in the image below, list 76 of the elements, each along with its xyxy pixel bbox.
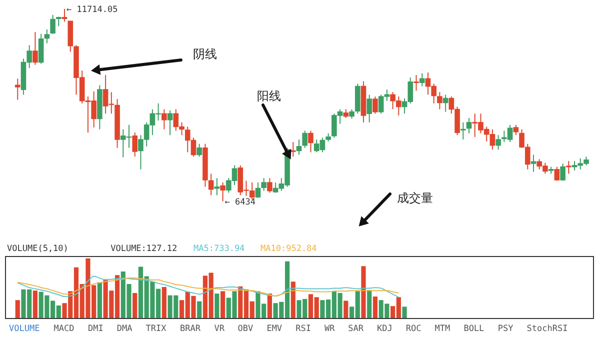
candlestick [466,117,472,134]
text: OBV [238,324,254,334]
bar [15,300,20,318]
candlestick [349,108,354,120]
candlestick [56,16,62,27]
text: DMI [88,324,104,334]
candlestick [32,32,38,66]
bar [97,282,102,318]
text: BRAR [180,324,202,334]
candlestick [372,96,378,114]
candlestick [442,94,448,112]
candlestick [62,8,68,22]
bar [197,301,202,318]
candlestick [414,74,419,92]
text: TRIX [146,324,168,334]
candlestick [419,72,425,87]
text: ROC [406,324,422,334]
bar [367,290,372,318]
candlestick [255,182,261,198]
bar [402,306,407,318]
bar [214,294,220,318]
text: VOLUME [9,324,40,334]
candlestick [267,178,272,194]
candlestick [302,130,308,148]
bar [220,291,226,318]
candlestick [530,154,536,172]
annotation: 阳线 [257,89,281,103]
bar [372,296,378,318]
text: DMA [116,324,132,334]
bar [32,290,38,318]
candlestick [38,33,44,64]
text: StochRSI [526,324,568,334]
chart-title: VOLUME(5,10) [7,244,68,254]
bar [361,266,366,318]
candlestick [261,178,266,192]
bar [267,294,272,318]
candlestick [566,160,572,174]
annotation: 阴线 [193,47,217,61]
candlestick [196,143,202,158]
text: BOLL [464,324,484,334]
candlestick [132,132,138,158]
text: MA5:733.94 [194,244,245,254]
candlestick [554,166,560,182]
candlestick [366,94,372,123]
text: RSI [296,324,311,334]
candlestick [167,110,173,136]
candlestick [437,92,442,110]
text: MACD [54,324,74,334]
candlestick [50,14,56,34]
text: SAR [348,324,364,334]
text: MA10:952.84 [260,244,317,254]
candlestick [296,138,302,156]
bar [162,287,166,318]
candlestick [14,78,20,100]
candlestick [560,163,566,182]
annotation: ← 11714.05 [66,4,118,15]
candlestick [460,122,466,140]
bar [132,292,138,318]
candlestick [290,142,296,158]
bar [344,300,348,318]
annotation: ← 6434 [224,197,256,208]
text: WR [324,324,336,334]
bar [290,282,296,318]
text: KDJ [377,324,392,334]
candlestick [162,108,167,130]
annotation: 成交量 [397,191,433,205]
candlestick [220,182,226,202]
candlestick [308,130,314,153]
text: VR [214,324,226,334]
text: EMV [266,324,282,334]
text: VOLUME:127.12 [110,244,178,254]
text: PSY [498,324,514,334]
candlestick [513,124,519,136]
text: MTM [434,324,450,334]
candlestick [496,134,501,150]
candlestick [44,28,50,44]
